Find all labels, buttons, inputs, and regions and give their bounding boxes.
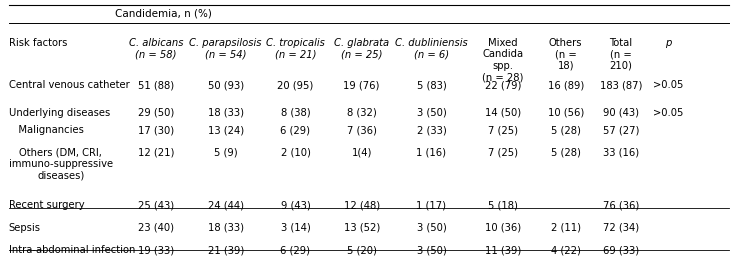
Text: 4 (22): 4 (22) (551, 245, 581, 255)
Text: 21 (39): 21 (39) (207, 245, 244, 255)
Text: 51 (88): 51 (88) (138, 80, 174, 90)
Text: 3 (50): 3 (50) (417, 108, 446, 118)
Text: 1 (16): 1 (16) (416, 148, 446, 158)
Text: Recent surgery: Recent surgery (9, 200, 84, 210)
Text: 3 (50): 3 (50) (417, 245, 446, 255)
Text: 10 (56): 10 (56) (548, 108, 584, 118)
Text: 5 (83): 5 (83) (417, 80, 446, 90)
Text: 76 (36): 76 (36) (603, 200, 639, 210)
Text: 17 (30): 17 (30) (138, 125, 174, 135)
Text: Total
(n =
210): Total (n = 210) (610, 38, 632, 71)
Text: Sepsis: Sepsis (9, 223, 41, 233)
Text: 19 (76): 19 (76) (343, 80, 380, 90)
Text: Intra-abdominal infection: Intra-abdominal infection (9, 245, 135, 255)
Text: Mixed
Candida
spp.
(n = 28): Mixed Candida spp. (n = 28) (483, 38, 524, 83)
Text: 6 (29): 6 (29) (280, 125, 311, 135)
Text: Candidemia, n (%): Candidemia, n (%) (115, 9, 213, 19)
Text: 5 (28): 5 (28) (551, 125, 581, 135)
Text: 72 (34): 72 (34) (603, 223, 639, 233)
Text: 11 (39): 11 (39) (485, 245, 521, 255)
Text: 1 (17): 1 (17) (416, 200, 446, 210)
Text: 8 (32): 8 (32) (347, 108, 376, 118)
Text: p: p (666, 38, 672, 48)
Text: C. tropicalis
(n = 21): C. tropicalis (n = 21) (266, 38, 325, 59)
Text: 5 (9): 5 (9) (214, 148, 238, 158)
Text: 5 (20): 5 (20) (347, 245, 376, 255)
Text: 3 (14): 3 (14) (280, 223, 311, 233)
Text: 7 (25): 7 (25) (488, 125, 518, 135)
Text: 13 (52): 13 (52) (343, 223, 380, 233)
Text: 1(4): 1(4) (351, 148, 372, 158)
Text: >0.05: >0.05 (653, 80, 684, 90)
Text: C. glabrata
(n = 25): C. glabrata (n = 25) (334, 38, 389, 59)
Text: Others
(n =
18): Others (n = 18) (549, 38, 582, 71)
Text: 69 (33): 69 (33) (603, 245, 639, 255)
Text: 20 (95): 20 (95) (277, 80, 314, 90)
Text: 5 (28): 5 (28) (551, 148, 581, 158)
Text: C. parapsilosis
(n = 54): C. parapsilosis (n = 54) (190, 38, 262, 59)
Text: 8 (38): 8 (38) (280, 108, 310, 118)
Text: 29 (50): 29 (50) (138, 108, 174, 118)
Text: 5 (18): 5 (18) (489, 200, 518, 210)
Text: 2 (10): 2 (10) (280, 148, 311, 158)
Text: 6 (29): 6 (29) (280, 245, 311, 255)
Text: Risk factors: Risk factors (9, 38, 67, 48)
Text: 7 (36): 7 (36) (347, 125, 376, 135)
Text: 7 (25): 7 (25) (488, 148, 518, 158)
Text: 10 (36): 10 (36) (485, 223, 521, 233)
Text: 18 (33): 18 (33) (207, 223, 244, 233)
Text: 9 (43): 9 (43) (280, 200, 311, 210)
Text: C. dubliniensis
(n = 6): C. dubliniensis (n = 6) (395, 38, 468, 59)
Text: Others (DM, CRI,
immuno-suppressive
diseases): Others (DM, CRI, immuno-suppressive dise… (9, 148, 113, 181)
Text: Malignancies: Malignancies (9, 125, 83, 135)
Text: 2 (11): 2 (11) (551, 223, 581, 233)
Text: 90 (43): 90 (43) (603, 108, 639, 118)
Text: 19 (33): 19 (33) (138, 245, 174, 255)
Text: Underlying diseases: Underlying diseases (9, 108, 110, 118)
Text: 24 (44): 24 (44) (207, 200, 244, 210)
Text: >0.05: >0.05 (653, 108, 684, 118)
Text: 57 (27): 57 (27) (603, 125, 639, 135)
Text: 183 (87): 183 (87) (600, 80, 642, 90)
Text: 50 (93): 50 (93) (207, 80, 244, 90)
Text: C. albicans
(n = 58): C. albicans (n = 58) (128, 38, 183, 59)
Text: 16 (89): 16 (89) (548, 80, 584, 90)
Text: 25 (43): 25 (43) (138, 200, 174, 210)
Text: 23 (40): 23 (40) (138, 223, 173, 233)
Text: 12 (48): 12 (48) (344, 200, 380, 210)
Text: 13 (24): 13 (24) (207, 125, 244, 135)
Text: 22 (79): 22 (79) (485, 80, 521, 90)
Text: 33 (16): 33 (16) (603, 148, 639, 158)
Text: 14 (50): 14 (50) (485, 108, 521, 118)
Text: 2 (33): 2 (33) (417, 125, 446, 135)
Text: 3 (50): 3 (50) (417, 223, 446, 233)
Text: Central venous catheter: Central venous catheter (9, 80, 129, 90)
Text: 18 (33): 18 (33) (207, 108, 244, 118)
Text: 12 (21): 12 (21) (137, 148, 174, 158)
